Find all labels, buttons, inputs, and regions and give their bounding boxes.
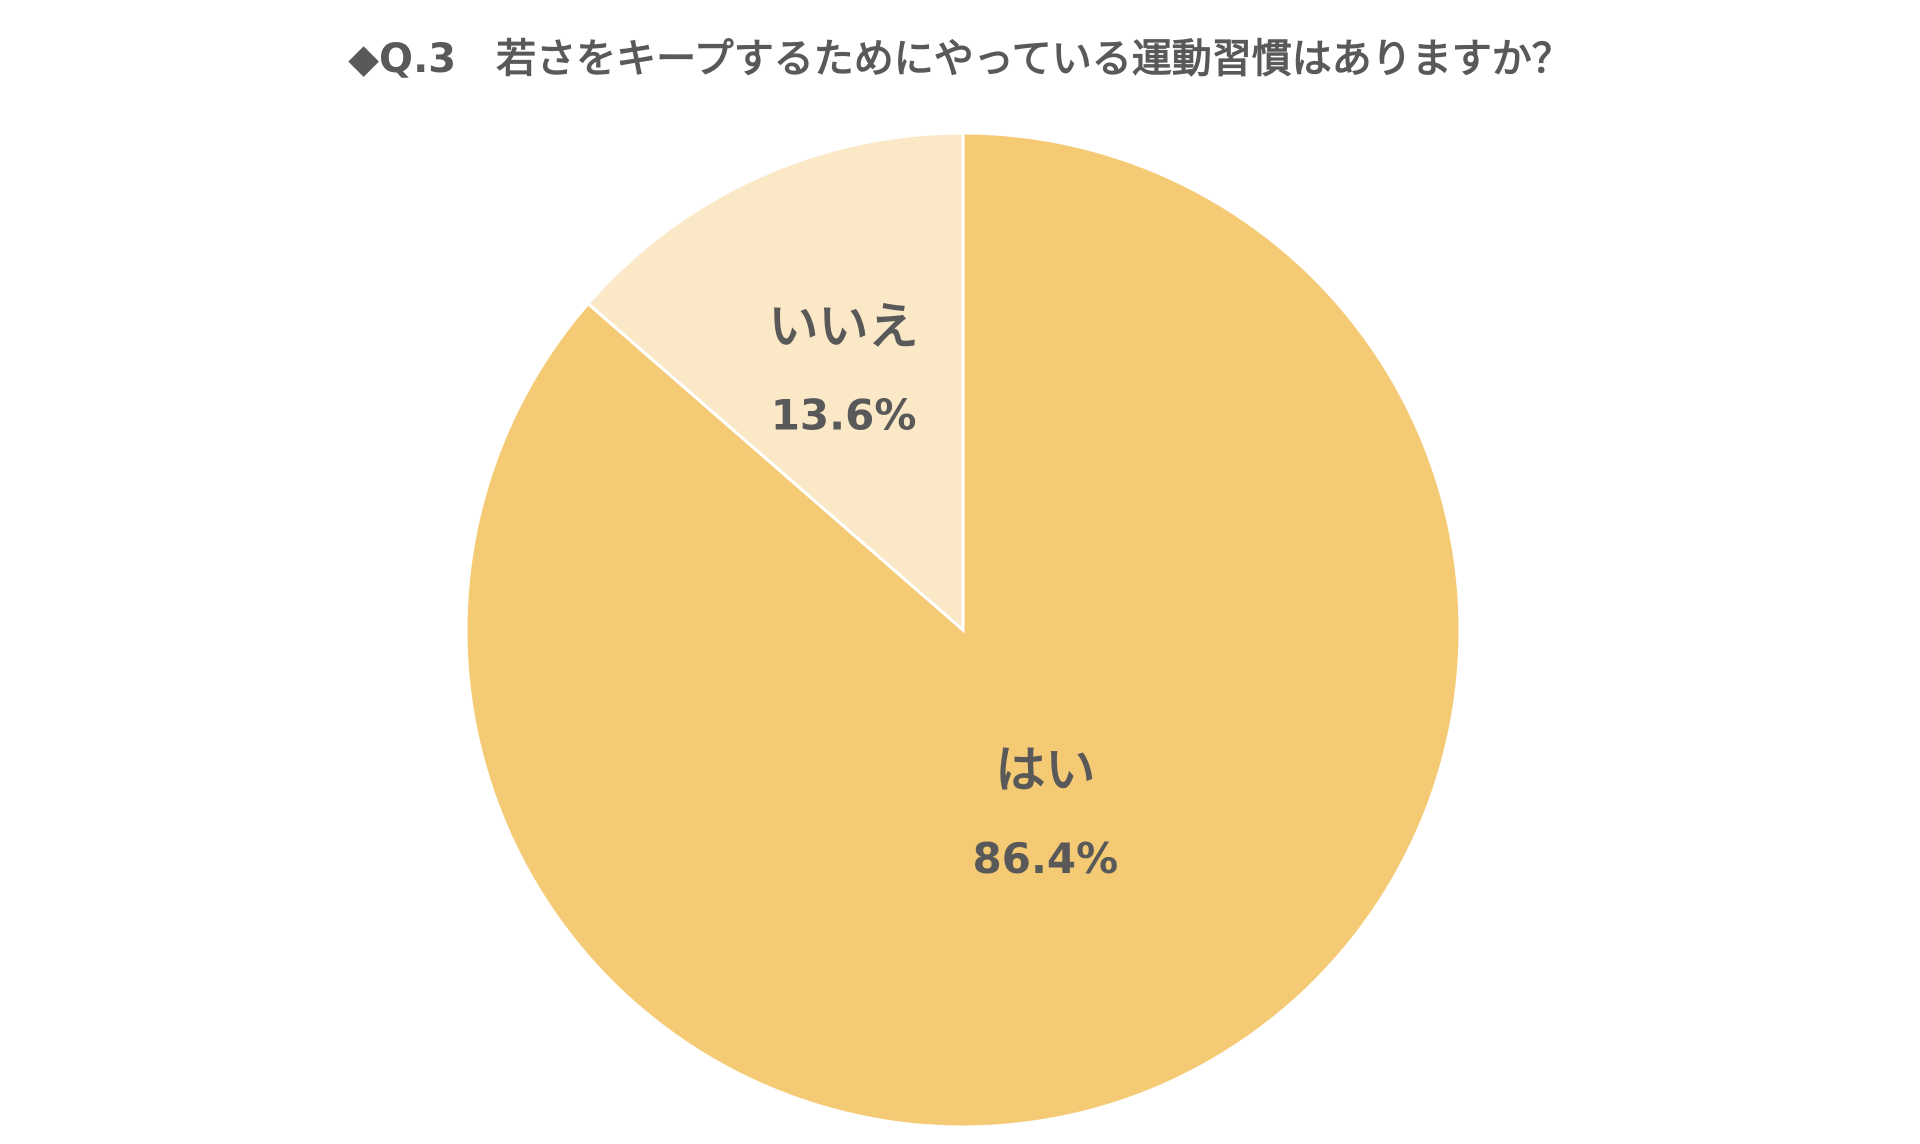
pie-slice-value-1: 13.6%: [771, 391, 917, 440]
chart-title: ◆Q.3 若さをキープするためにやっている運動習慣はありますか？: [348, 36, 1571, 82]
pie-slice-value-0: 86.4%: [973, 834, 1119, 883]
pie-labels: はい 86.4% いいえ 13.6%: [769, 298, 1119, 883]
pie-slice-1: [586, 131, 965, 634]
pie-slices: [464, 131, 1462, 1129]
pie-slice-label-1: いいえ: [769, 298, 919, 356]
pie-slice-label-0: はい: [995, 741, 1095, 799]
